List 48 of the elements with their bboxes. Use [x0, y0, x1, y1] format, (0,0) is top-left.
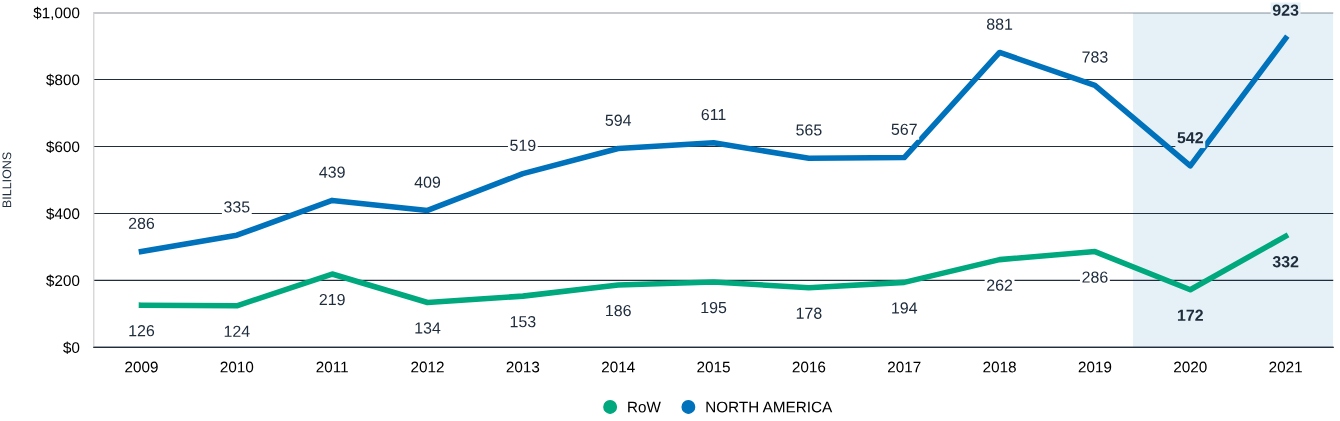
- data-label: 262: [987, 279, 1013, 291]
- y-tick-label: $1,000: [33, 6, 80, 21]
- x-tick-label: 2009: [125, 361, 158, 373]
- x-tick-label: 2012: [411, 361, 444, 373]
- data-label: 783: [1082, 51, 1108, 63]
- y-tick-label: $800: [46, 73, 80, 87]
- x-tick-label: 2017: [888, 361, 921, 373]
- y-tick-label: $0: [63, 341, 80, 354]
- data-label: 881: [986, 18, 1013, 30]
- data-label: 178: [796, 307, 822, 319]
- x-tick-label: 2010: [220, 361, 254, 373]
- data-label: 332: [1272, 256, 1299, 268]
- data-label: 335: [224, 201, 250, 213]
- data-label: 923: [1272, 4, 1299, 16]
- data-label: 124: [224, 325, 250, 337]
- data-label: 286: [1082, 271, 1108, 283]
- data-label: 542: [1177, 132, 1203, 144]
- y-tick-label: $600: [46, 140, 80, 154]
- data-label: 565: [796, 124, 822, 136]
- x-tick-label: 2011: [316, 361, 348, 373]
- legend-label: RoW: [628, 401, 661, 413]
- x-tick-label: 2018: [983, 361, 1016, 373]
- data-label: 195: [701, 301, 727, 314]
- x-tick-label: 2015: [697, 361, 730, 373]
- data-label: 172: [1177, 309, 1203, 321]
- x-tick-label: 2021: [1269, 361, 1302, 373]
- x-tick-label: 2020: [1174, 361, 1207, 373]
- y-tick-label: $400: [46, 207, 80, 221]
- x-tick-label: 2016: [792, 361, 826, 373]
- data-label: 439: [319, 166, 345, 178]
- data-label: 134: [415, 322, 441, 334]
- data-label: 153: [510, 315, 536, 328]
- y-tick-label: $200: [46, 274, 80, 287]
- data-label: 219: [319, 293, 345, 306]
- data-label: 519: [510, 139, 536, 152]
- data-label: 594: [605, 114, 632, 126]
- x-tick-label: 2014: [601, 361, 635, 373]
- legend-label: NORTH AMERICA: [706, 401, 833, 413]
- data-label: 194: [892, 302, 918, 314]
- x-tick-label: 2019: [1078, 361, 1112, 373]
- data-label: 409: [414, 176, 441, 188]
- data-label: 126: [129, 325, 155, 337]
- data-label: 611: [701, 108, 726, 121]
- data-label: 186: [606, 304, 631, 317]
- y-axis-title: BILLIONS: [2, 152, 12, 208]
- data-label: 567: [891, 123, 917, 135]
- x-tick-label: 2013: [506, 361, 540, 373]
- data-label: 286: [128, 217, 155, 229]
